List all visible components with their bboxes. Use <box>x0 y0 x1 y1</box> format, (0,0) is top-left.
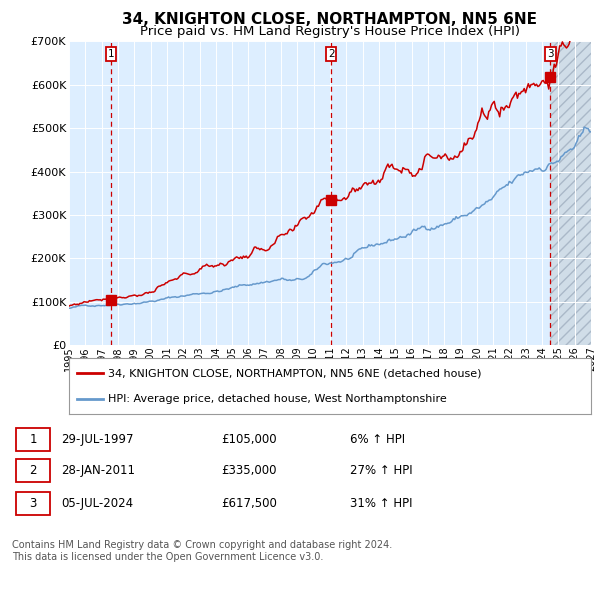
FancyBboxPatch shape <box>16 458 50 483</box>
Text: HPI: Average price, detached house, West Northamptonshire: HPI: Average price, detached house, West… <box>108 394 447 404</box>
Bar <box>550 41 591 345</box>
Text: 3: 3 <box>29 497 37 510</box>
Text: £105,000: £105,000 <box>221 433 277 446</box>
Text: 34, KNIGHTON CLOSE, NORTHAMPTON, NN5 6NE: 34, KNIGHTON CLOSE, NORTHAMPTON, NN5 6NE <box>122 12 538 27</box>
Text: 1: 1 <box>107 49 114 59</box>
Text: This data is licensed under the Open Government Licence v3.0.: This data is licensed under the Open Gov… <box>12 552 323 562</box>
Text: 2: 2 <box>29 464 37 477</box>
Text: £335,000: £335,000 <box>221 464 277 477</box>
Text: £617,500: £617,500 <box>221 497 277 510</box>
Text: 05-JUL-2024: 05-JUL-2024 <box>61 497 134 510</box>
Text: 31% ↑ HPI: 31% ↑ HPI <box>350 497 412 510</box>
Text: 34, KNIGHTON CLOSE, NORTHAMPTON, NN5 6NE (detached house): 34, KNIGHTON CLOSE, NORTHAMPTON, NN5 6NE… <box>108 368 482 378</box>
Bar <box>550 41 591 345</box>
Text: 29-JUL-1997: 29-JUL-1997 <box>61 433 134 446</box>
Text: Price paid vs. HM Land Registry's House Price Index (HPI): Price paid vs. HM Land Registry's House … <box>140 25 520 38</box>
Text: 28-JAN-2011: 28-JAN-2011 <box>61 464 136 477</box>
Text: 3: 3 <box>547 49 554 59</box>
FancyBboxPatch shape <box>16 428 50 451</box>
FancyBboxPatch shape <box>16 491 50 516</box>
Text: 6% ↑ HPI: 6% ↑ HPI <box>350 433 404 446</box>
Text: Contains HM Land Registry data © Crown copyright and database right 2024.: Contains HM Land Registry data © Crown c… <box>12 540 392 550</box>
Text: 2: 2 <box>328 49 335 59</box>
Text: 27% ↑ HPI: 27% ↑ HPI <box>350 464 412 477</box>
Text: 1: 1 <box>29 433 37 446</box>
